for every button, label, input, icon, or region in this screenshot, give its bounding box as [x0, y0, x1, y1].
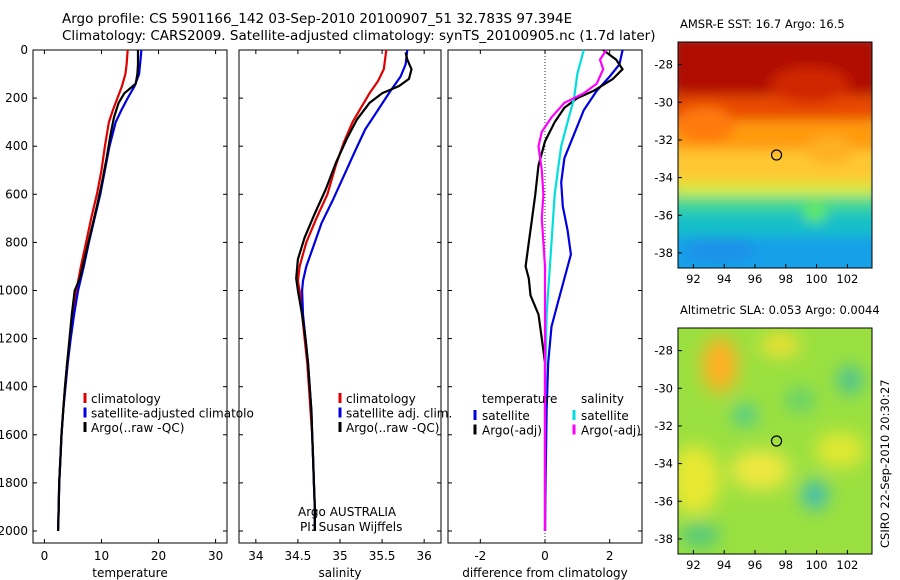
y-tick-label: 0 — [20, 43, 28, 57]
x-tick-label: 36 — [417, 549, 432, 563]
panel-2-xlabel: salinity — [318, 566, 361, 580]
panel-3-xlabel: difference from climatology — [462, 566, 628, 580]
y-tick-label: 600 — [5, 187, 28, 201]
map-x-tick-label: 102 — [836, 558, 858, 572]
map-y-tick-label: -32 — [654, 133, 673, 147]
x-tick-label: 30 — [208, 549, 223, 563]
series-line-1-1 — [57, 49, 129, 532]
panel-2-frame — [238, 49, 442, 544]
map-2-frame — [677, 327, 873, 555]
map-y-tick-label: -28 — [654, 58, 673, 72]
panel-1-frame — [32, 49, 228, 544]
map-x-tick-label: 100 — [806, 558, 828, 572]
y-tick-label: 1200 — [0, 332, 28, 346]
map-y-tick-label: -30 — [654, 95, 673, 109]
legend-label: Argo(-adj) — [482, 424, 542, 438]
x-tick-label: 0 — [541, 549, 549, 563]
map-x-tick-label: 100 — [806, 272, 828, 286]
y-tick-label: 1800 — [0, 476, 28, 490]
x-tick-label: 10 — [94, 549, 109, 563]
map-y-tick-label: -30 — [654, 381, 673, 395]
y-tick-label: 800 — [5, 235, 28, 249]
map-y-tick-label: -38 — [654, 246, 673, 260]
x-tick-label: 34 — [248, 549, 263, 563]
map-x-tick-label: 94 — [717, 272, 732, 286]
x-tick-label: 0 — [41, 549, 49, 563]
sla-map-field — [678, 328, 872, 554]
legend-label: Argo(..raw -QC) — [91, 421, 184, 435]
legend-group-title: salinity — [581, 392, 624, 406]
legend-label: climatology — [91, 392, 161, 406]
legend-label: satellite — [581, 409, 629, 423]
map-y-tick-label: -34 — [654, 457, 673, 471]
y-tick-label: 1400 — [0, 380, 28, 394]
climatology-title: Climatology: CARS2009. Satellite-adjuste… — [62, 28, 656, 44]
legend-label: satellite-adjusted climatolo — [91, 407, 254, 421]
y-tick-label: 400 — [5, 139, 28, 153]
map-y-tick-label: -34 — [654, 171, 673, 185]
series-line-3-2 — [524, 49, 624, 531]
y-tick-label: 1600 — [0, 428, 28, 442]
series-line-1-2 — [57, 49, 143, 532]
legend-label: satellite adj. clim. — [346, 407, 452, 421]
x-tick-label: 34.5 — [285, 549, 312, 563]
map-y-tick-label: -36 — [654, 494, 673, 508]
annotation-line: PI: Susan Wijffels — [300, 520, 402, 534]
map-y-tick-label: -38 — [654, 532, 673, 546]
series-line-1-3 — [57, 50, 140, 532]
series-line-2-1 — [296, 49, 388, 531]
map-x-tick-label: 92 — [686, 272, 701, 286]
x-tick-label: -2 — [474, 549, 486, 563]
map-y-tick-label: -36 — [654, 208, 673, 222]
map-x-tick-label: 102 — [836, 272, 858, 286]
x-tick-label: 20 — [151, 549, 166, 563]
map-y-tick-label: -28 — [654, 344, 673, 358]
y-tick-label: 1000 — [0, 283, 28, 297]
argo-location-marker — [770, 149, 783, 161]
legend-label: Argo(-adj) — [581, 424, 641, 438]
legend-label: climatology — [346, 392, 416, 406]
legend-group-title: temperature — [482, 392, 557, 406]
sst-map-field — [678, 42, 872, 268]
map-x-tick-label: 94 — [717, 558, 732, 572]
x-tick-label: 35 — [332, 549, 347, 563]
map-x-tick-label: 92 — [686, 558, 701, 572]
legend-label: satellite — [482, 409, 530, 423]
series-line-3-4 — [537, 49, 608, 531]
map-x-tick-label: 96 — [748, 558, 763, 572]
profile-title: Argo profile: CS 5901166_142 03-Sep-2010… — [62, 11, 573, 27]
x-tick-label: 2 — [606, 549, 614, 563]
map-1-frame — [677, 41, 873, 269]
series-line-3-1 — [543, 49, 624, 532]
argo-location-marker — [770, 435, 783, 447]
panel-1-xlabel: temperature — [92, 566, 167, 580]
map-x-tick-label: 96 — [748, 272, 763, 286]
x-tick-label: 35.5 — [369, 549, 396, 563]
legend-label: Argo(..raw -QC) — [346, 421, 439, 435]
y-tick-label: 2000 — [0, 524, 28, 538]
sst-map-title: AMSR-E SST: 16.7 Argo: 16.5 — [680, 17, 845, 31]
series-line-2-3 — [295, 52, 413, 531]
annotation-line: Argo AUSTRALIA — [298, 505, 397, 519]
map-x-tick-label: 98 — [778, 272, 793, 286]
y-tick-label: 200 — [5, 91, 28, 105]
sla-map-title: Altimetric SLA: 0.053 Argo: 0.0044 — [680, 303, 880, 317]
map-y-tick-label: -32 — [654, 419, 673, 433]
map-x-tick-label: 98 — [778, 558, 793, 572]
